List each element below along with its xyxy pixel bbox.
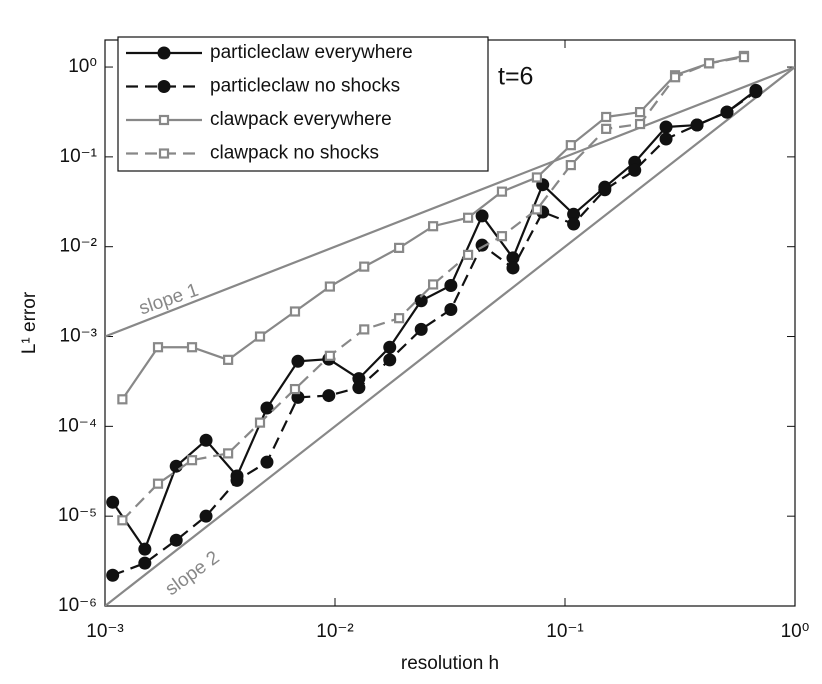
point [223,448,234,459]
point [106,568,120,582]
point [322,389,336,403]
point [291,354,305,368]
y-tick-label: 10⁻⁴ [58,415,97,436]
point [352,381,366,395]
point [186,342,198,353]
x-tick-label: 10⁻¹ [546,621,584,642]
reference-line [105,66,795,338]
point [427,279,439,290]
point [254,331,266,342]
point [462,212,474,223]
y-axis-label: L¹ error [19,291,40,354]
y-tick-label: 10⁻³ [60,326,98,347]
point [223,354,234,365]
point [462,249,474,261]
point [634,118,646,130]
legend-label: particleclaw no shocks [210,76,400,97]
point [628,163,642,177]
point [475,209,489,223]
legend-label: particleclaw everywhere [210,42,413,63]
legend-label: clawpack everywhere [210,109,392,130]
point [506,251,520,265]
point [199,433,213,447]
point [359,324,370,335]
point [152,342,164,353]
point [506,261,520,275]
point [260,455,274,469]
x-tick-label: 10⁻² [316,621,354,642]
point [598,183,612,197]
point [565,140,576,151]
point [260,401,274,415]
point [659,132,673,146]
point [169,533,183,547]
point [531,172,543,183]
point [383,340,397,354]
point [352,372,366,386]
point [749,85,763,99]
point [565,159,576,171]
point [359,261,370,272]
series-line [111,89,757,552]
legend-label: clawpack no shocks [210,143,379,164]
point [106,495,120,509]
point [634,107,646,118]
x-tick-label: 10⁰ [781,621,810,642]
point [152,478,164,489]
point [414,322,428,336]
point [138,542,152,556]
x-tick-label: 10⁻³ [86,621,124,642]
y-tick-label: 10⁻⁵ [58,505,97,526]
legend-marker [157,80,171,93]
reference-label: slope 1 [136,280,201,320]
point [414,294,428,308]
point [720,105,734,119]
series-line [112,90,757,577]
point [444,302,458,316]
reference-line [105,66,795,606]
y-tick-label: 10⁻² [60,236,98,257]
point [324,281,335,292]
annotation: t=6 [498,63,533,91]
point [690,118,704,132]
legend-box [117,36,489,172]
point [703,58,715,69]
legend-marker [158,114,170,126]
point [383,353,397,367]
legend-marker [158,148,170,159]
legend-marker [157,46,171,60]
point [324,350,335,361]
point [394,313,405,324]
point [659,120,673,134]
point [496,186,508,197]
point [186,455,198,466]
point [138,556,152,570]
point [394,242,405,253]
point [567,207,581,221]
y-tick-label: 10⁻⁶ [58,595,97,616]
point [601,123,612,134]
point [738,52,750,63]
y-tick-label: 10⁰ [68,56,97,77]
point [444,278,458,292]
x-axis-label: resolution h [401,653,499,674]
point [567,217,581,231]
point [531,204,543,215]
point [230,473,244,487]
point [169,459,183,473]
point [254,417,266,428]
point [601,111,612,123]
point [289,383,301,395]
point [496,231,508,242]
plot-area [105,50,795,606]
y-tick-label: 10⁻¹ [60,146,98,167]
point [117,515,128,526]
point [199,509,213,523]
point [427,221,439,232]
point [669,72,681,83]
point [289,306,301,317]
point [117,394,128,405]
